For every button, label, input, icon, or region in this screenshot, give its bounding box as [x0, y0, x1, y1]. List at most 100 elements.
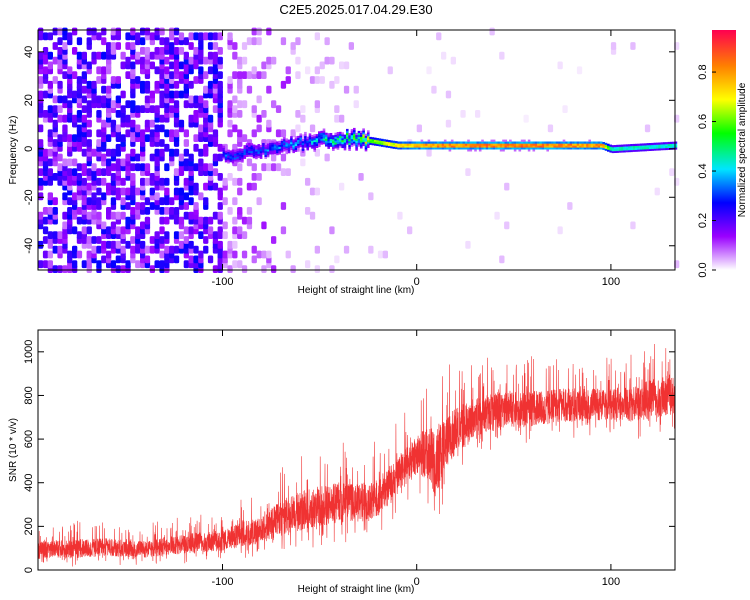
spectrogram-noise-cell	[154, 66, 160, 75]
spectrogram-noise-cell	[217, 153, 223, 162]
spectrogram-noise-cell	[130, 61, 136, 70]
spectrogram-noise-cell	[38, 51, 44, 60]
spectrogram-band-cell	[362, 138, 365, 141]
spectrogram-band-cell	[630, 146, 633, 149]
spectrogram-noise-cell	[324, 37, 330, 46]
spectrogram-band-cell	[656, 146, 659, 149]
spectrogram-noise-cell	[227, 76, 233, 84]
spectrogram-noise-cell	[343, 61, 350, 70]
spectrogram-noise-cell	[300, 114, 306, 123]
spectrogram-noise-cell	[300, 158, 306, 167]
spectrogram-noise-cell	[178, 216, 185, 225]
y-tick-label: 200	[23, 517, 35, 535]
spectrogram-band-cell	[294, 143, 298, 147]
spectrogram-band-cell	[304, 139, 307, 142]
x-tick-label: -100	[211, 576, 233, 588]
spectrogram-band-cell	[341, 134, 344, 137]
spectrogram-noise-cell	[237, 71, 243, 79]
spectrogram-band-cell	[392, 144, 396, 147]
spectrogram-band-cell	[600, 145, 603, 148]
spectrogram-band-cell	[546, 145, 549, 148]
spectrogram-band-cell	[273, 140, 277, 143]
spectrogram-band-cell	[285, 148, 288, 151]
spectrogram-band-cell	[348, 140, 351, 144]
spectrogram-noise-cell	[183, 177, 189, 186]
spectrogram-band-cell	[222, 157, 226, 160]
spectrogram-noise-cell	[431, 85, 437, 94]
spectrogram-band-cell	[378, 142, 382, 145]
spectrogram-band-cell	[672, 143, 675, 146]
spectrogram-noise-cell	[232, 216, 238, 225]
spectrogram-band-cell	[248, 146, 251, 149]
spectrogram-band-cell	[329, 138, 333, 141]
spectrogram-band-cell	[516, 141, 519, 144]
spectrogram-noise-cell	[135, 32, 141, 41]
spectrogram-band-cell	[450, 139, 454, 142]
spectrogram-band-cell	[278, 144, 281, 147]
spectrogram-band-cell	[301, 140, 305, 144]
spectrogram-band-cell	[262, 140, 265, 143]
spectrogram-band-cell	[593, 141, 596, 144]
spectrogram-band-cell	[497, 141, 501, 144]
spectrogram-noise-cell	[140, 37, 146, 46]
spectrogram-band-cell	[334, 144, 337, 147]
spectrogram-noise-cell	[212, 211, 219, 220]
spectrogram-band-cell	[227, 151, 230, 154]
spectrogram-noise-cell	[295, 37, 301, 46]
spectrogram-band-cell	[583, 141, 587, 144]
spectrogram-band-cell	[264, 147, 267, 150]
spectrogram-noise-cell	[130, 245, 136, 254]
spectrogram-band-cell	[518, 143, 522, 146]
spectrogram-band-cell	[607, 145, 610, 148]
spectrogram-band-cell	[313, 145, 316, 148]
spectrogram-band-cell	[269, 144, 272, 147]
spectrogram-noise-cell	[193, 255, 199, 264]
spectrogram-band-cell	[495, 141, 498, 144]
spectrogram-band-cell	[567, 147, 570, 150]
spectrogram-band-cell	[404, 147, 407, 150]
spectrogram-band-cell	[297, 145, 300, 148]
spectrogram-noise-cell	[290, 129, 296, 138]
spectrogram-band-cell	[506, 145, 510, 148]
spectrogram-band-cell	[432, 145, 435, 148]
spectrogram-band-cell	[367, 136, 370, 139]
spectrogram-noise-cell	[47, 192, 53, 201]
spectrogram-band-cell	[401, 147, 405, 150]
spectrogram-noise-cell	[38, 240, 44, 249]
spectrogram-band-cell	[290, 142, 293, 145]
spectrogram-band-cell	[378, 144, 382, 147]
spectrogram-band-cell	[635, 145, 638, 148]
spectrogram-noise-cell	[115, 42, 121, 50]
spectrogram-band-cell	[329, 140, 333, 143]
spectrogram-band-cell	[262, 146, 265, 149]
spectrogram-noise-cell	[86, 139, 92, 147]
spectrogram-band-cell	[485, 145, 489, 148]
spectrogram-noise-cell	[96, 95, 102, 104]
spectrogram-noise-cell	[115, 76, 121, 84]
spectrogram-band-cell	[276, 147, 279, 150]
spectrogram-band-cell	[269, 146, 272, 149]
spectrogram-noise-cell	[465, 168, 471, 176]
spectrogram-noise-cell	[81, 114, 87, 123]
spectrogram-noise-cell	[52, 207, 58, 215]
spectrogram-band-cell	[495, 147, 498, 150]
spectrogram-noise-cell	[144, 80, 151, 89]
spectrogram-band-cell	[297, 143, 300, 146]
spectrogram-noise-cell	[81, 177, 87, 186]
spectrogram-noise-cell	[188, 226, 194, 235]
spectrogram-noise-cell	[232, 250, 238, 259]
spectrogram-band-cell	[341, 145, 344, 149]
spectrogram-noise-cell	[169, 105, 175, 113]
spectrogram-band-cell	[618, 148, 622, 151]
spectrogram-band-cell	[243, 147, 247, 150]
spectrogram-band-cell	[667, 143, 671, 147]
spectrogram-band-cell	[332, 141, 335, 144]
spectrogram-band-cell	[227, 157, 230, 160]
spectrogram-noise-cell	[86, 168, 92, 176]
spectrogram-band-cell	[674, 141, 678, 144]
spectrogram-noise-cell	[557, 61, 563, 70]
spectrogram-band-cell	[609, 146, 612, 149]
spectrogram-noise-cell	[183, 211, 189, 220]
spectrogram-noise-cell	[669, 168, 675, 176]
spectrogram-band-cell	[518, 145, 522, 148]
